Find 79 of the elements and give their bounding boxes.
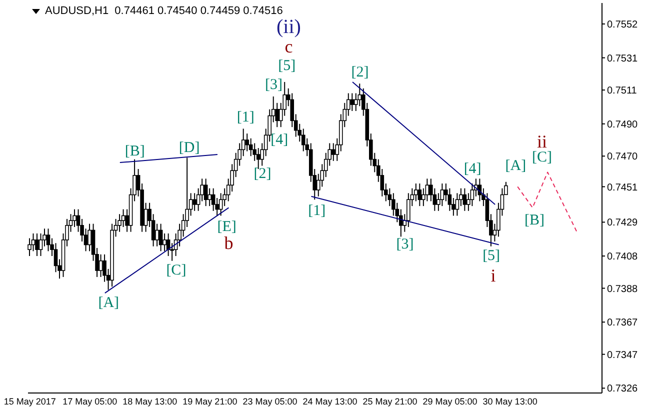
candlestick — [301, 128, 306, 152]
candlestick — [455, 192, 460, 216]
y-tick-label: 0.7408 — [607, 252, 638, 263]
x-tick-label: 15 May 2017 — [4, 396, 56, 406]
candlestick — [98, 254, 103, 278]
candlestick — [245, 133, 249, 152]
candlestick — [46, 228, 50, 252]
candlestick — [406, 192, 410, 228]
y-tick-label: 0.7388 — [607, 284, 638, 295]
candlestick — [204, 178, 208, 207]
candlestick — [35, 232, 39, 257]
candlestick — [211, 188, 216, 212]
candlestick — [462, 188, 467, 212]
x-tick-label: 17 May 05:00 — [62, 396, 118, 406]
annotation: i — [490, 265, 496, 286]
y-tick-label: 0.7367 — [607, 318, 638, 329]
candlestick — [38, 232, 43, 257]
annotation: [2] — [351, 64, 369, 80]
candlestick — [31, 232, 36, 252]
y-tick-label: 0.7347 — [607, 350, 638, 361]
candlestick — [425, 178, 430, 202]
candlestick — [118, 214, 122, 232]
candlestick — [331, 142, 336, 162]
candlestick — [208, 188, 212, 207]
candlestick — [162, 232, 166, 252]
annotation: [4] — [270, 132, 288, 148]
y-tick-label: 0.7531 — [607, 53, 638, 64]
y-tick-label: 0.7326 — [607, 384, 638, 395]
candlestick — [350, 92, 354, 112]
annotation: c — [284, 36, 293, 57]
candlestick — [192, 192, 196, 212]
chart-title: AUDUSD,H1 0.74461 0.74540 0.74459 0.74516 — [45, 5, 283, 17]
x-tick-label: 25 May 21:00 — [362, 396, 418, 406]
candlestick — [470, 182, 474, 207]
y-tick-label: 0.7451 — [607, 182, 638, 194]
annotation: [3] — [264, 77, 282, 94]
annotation: [2] — [254, 166, 272, 182]
y-tick-label: 0.7470 — [607, 152, 638, 163]
annotation: (ii) — [276, 16, 301, 38]
candlestick — [218, 192, 223, 216]
annotation: [1] — [236, 109, 254, 126]
annotation: [5] — [482, 248, 500, 264]
candlestick — [28, 238, 32, 257]
candlestick — [418, 182, 422, 207]
candlestick — [72, 208, 76, 228]
y-tick-label: 0.7429 — [607, 218, 638, 229]
y-tick-label: 0.7490 — [607, 119, 638, 130]
line-series — [517, 172, 578, 234]
annotation: [C] — [166, 262, 186, 279]
x-tick-label: 30 May 13:00 — [482, 396, 538, 406]
x-tick-label: 18 May 13:00 — [122, 396, 178, 406]
annotation: [E] — [217, 219, 236, 236]
annotation: [B] — [124, 143, 145, 160]
y-tick-label: 0.7552 — [607, 20, 638, 30]
x-tick-label: 19 May 21:00 — [182, 396, 238, 406]
annotation: [1] — [308, 202, 326, 219]
candlestick — [121, 208, 126, 228]
x-tick-label: 24 May 13:00 — [302, 396, 358, 406]
annotation: [5] — [278, 58, 296, 74]
annotation: [C] — [532, 150, 552, 166]
annotation: [A] — [505, 158, 526, 174]
annotation: [D] — [178, 140, 200, 156]
candlestick — [414, 182, 418, 202]
candlestick — [158, 223, 163, 252]
candlestick — [88, 223, 92, 252]
x-tick-label: 23 May 05:00 — [242, 396, 298, 406]
annotation: [A] — [98, 294, 120, 311]
annotation: [4] — [464, 160, 482, 177]
candlestick — [248, 138, 253, 157]
annotation: [B] — [524, 212, 544, 229]
candlestick — [440, 182, 444, 207]
y-tick-label: 0.7511 — [607, 86, 638, 97]
candlestick — [358, 83, 362, 107]
candlestick — [155, 223, 159, 247]
annotation: ii — [536, 132, 547, 152]
x-tick-label: 29 May 05:00 — [422, 396, 478, 406]
candlestick — [448, 188, 452, 212]
annotation: b — [224, 233, 234, 254]
annotation: [3] — [396, 236, 414, 253]
